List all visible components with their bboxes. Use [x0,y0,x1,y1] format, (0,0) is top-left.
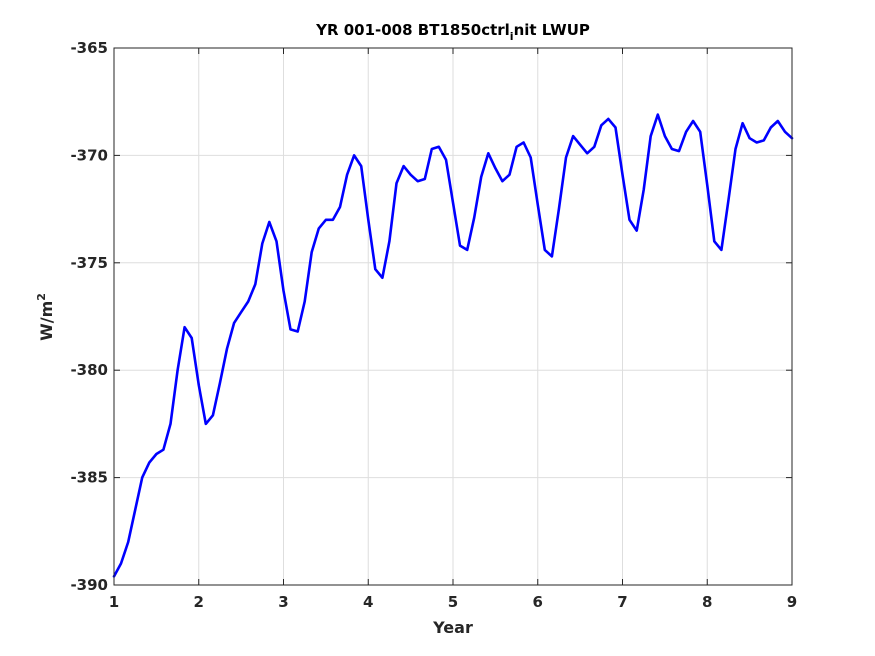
x-tick-label: 1 [109,593,119,611]
y-axis-label-base: W/m [37,301,56,341]
y-axis-label-superscript: 2 [35,293,48,301]
chart-title-main: YR 001-008 BT1850ctrl [315,21,510,39]
y-tick-label: -365 [70,39,108,57]
y-tick-label: -380 [70,361,108,379]
chart-title-suffix: nit LWUP [514,21,590,39]
series-line [112,113,794,578]
x-tick-label: 2 [194,593,204,611]
y-axis-label: W/m2 [35,293,56,341]
y-tick-label: -390 [70,576,108,594]
chart-title-subscript: i [510,30,514,43]
y-tick-label: -375 [70,254,108,272]
x-axis-label: Year [432,618,473,637]
x-tick-label: 8 [702,593,712,611]
tick-marks [113,47,793,586]
x-tick-label: 4 [363,593,373,611]
y-tick-label: -385 [70,469,108,487]
y-tick-labels: -390 -385 -380 -375 -370 -365 [70,39,108,594]
x-tick-label: 5 [448,593,458,611]
x-tick-label: 6 [533,593,543,611]
x-tick-label: 3 [278,593,288,611]
y-tick-label: -370 [70,146,108,164]
x-tick-label: 7 [617,593,627,611]
x-tick-labels: 1 2 3 4 5 6 7 8 9 [109,593,797,611]
chart-title: YR 001-008 BT1850ctrlinit LWUP [315,21,590,43]
x-tick-label: 9 [787,593,797,611]
